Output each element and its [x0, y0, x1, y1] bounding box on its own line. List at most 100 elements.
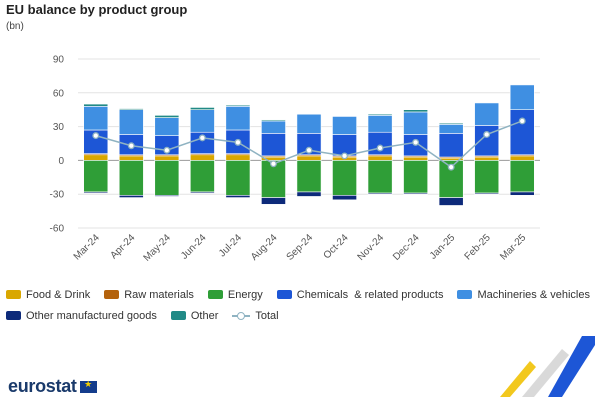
x-tick-label: Sep-24 — [285, 232, 316, 263]
unit-label: (bn) — [6, 21, 24, 32]
bar-segment-other_manufactured — [154, 195, 180, 197]
bar-segment-other — [118, 108, 144, 111]
x-tick-label: Mar-24 — [72, 232, 102, 262]
legend-item-other-manufactured[interactable]: Other manufactured goods — [6, 310, 157, 322]
stacked-bar-chart: -60 -30 0 30 60 90 Mar-24 Apr-24 May-24 Jun-24 Jul… — [50, 55, 540, 264]
bar-segment-other_manufactured — [225, 195, 251, 198]
bar-segment-other_manufactured — [509, 191, 535, 196]
bar-segment-machinery — [332, 116, 357, 135]
y-tick-label: 60 — [53, 88, 65, 99]
bar-segment-machinery — [438, 124, 464, 134]
y-tick-label: -60 — [50, 224, 65, 235]
x-tick-label: Apr-24 — [108, 232, 137, 261]
total-point — [198, 134, 206, 142]
total-point — [234, 138, 242, 146]
total-point — [127, 142, 135, 150]
legend-label-energy: Energy — [227, 288, 263, 301]
bar-segment-food — [296, 155, 322, 161]
bar-segment-machinery — [474, 102, 500, 126]
legend-swatch-chemicals — [276, 290, 292, 299]
bar-segment-chemicals — [438, 133, 464, 158]
bar-segment-other_manufactured — [367, 192, 393, 195]
bar-segment-energy — [403, 160, 428, 194]
total-point — [376, 144, 384, 152]
legend-item-machinery[interactable]: Machineries & vehicles — [457, 289, 590, 301]
legend-item-total[interactable]: Total — [232, 310, 279, 322]
legend-item-food[interactable]: Food & Drink — [6, 289, 90, 301]
legend-row-1: Food & Drink Raw materials Energy Chemic… — [6, 284, 596, 305]
bar-segment-other — [225, 104, 251, 107]
legend-swatch-machinery — [457, 290, 473, 299]
total-point — [447, 163, 455, 171]
x-tick-label: Jan-25 — [428, 232, 458, 262]
bar-segment-other_manufactured — [438, 197, 464, 206]
y-tick-label: 30 — [53, 122, 65, 133]
eurostat-logo-text: eurostat — [8, 376, 77, 396]
bar-segment-energy — [509, 160, 535, 193]
legend-item-other[interactable]: Other — [170, 310, 218, 322]
bar-segment-other — [83, 103, 109, 107]
legend-label-chemicals: Chemicals & related products — [296, 288, 444, 301]
bar-segment-food — [83, 154, 109, 161]
legend-swatch-raw-materials — [104, 290, 120, 299]
bar-segment-other — [190, 107, 215, 110]
bar-segment-chemicals — [474, 125, 500, 157]
x-tick-label: Jul-24 — [217, 232, 244, 259]
eurostat-logo[interactable]: eurostat — [8, 376, 97, 397]
bar-segment-machinery — [403, 111, 428, 135]
x-tick-label: Nov-24 — [356, 232, 387, 263]
bar-segment-other — [154, 115, 180, 118]
total-point — [163, 146, 171, 154]
legend-swatch-other-manufactured — [6, 311, 21, 320]
bar-segment-food — [367, 155, 393, 161]
bar-segment-machinery — [296, 113, 322, 134]
bar-segment-other_manufactured — [332, 195, 357, 201]
bar-segment-food — [225, 154, 251, 161]
legend-swatch-food — [6, 290, 21, 299]
x-tick-label: Aug-24 — [249, 232, 280, 263]
x-tick-label: Jun-24 — [179, 232, 209, 262]
legend-item-energy[interactable]: Energy — [207, 288, 263, 301]
total-point — [483, 131, 491, 138]
y-tick-label: -30 — [50, 190, 65, 201]
chart-legend: Food & Drink Raw materials Energy Chemic… — [6, 284, 596, 326]
eurostat-decorative-graphic — [500, 336, 595, 397]
total-point — [412, 138, 420, 146]
eu-flag-icon — [79, 379, 97, 393]
legend-item-chemicals[interactable]: Chemicals & related products — [276, 288, 444, 301]
bar-segment-chemicals — [509, 109, 535, 156]
bar-segment-other_manufactured — [403, 192, 428, 195]
bar-segment-energy — [225, 160, 251, 196]
total-point — [341, 152, 348, 160]
bar-segment-other — [261, 119, 286, 122]
legend-swatch-other — [170, 311, 186, 320]
bar-segment-food — [403, 156, 428, 161]
bar-segment-energy — [332, 160, 357, 196]
bar-segment-other_manufactured — [474, 192, 500, 195]
bar-segment-energy — [296, 160, 322, 193]
legend-item-raw-materials[interactable]: Raw materials — [104, 289, 194, 301]
legend-swatch-energy — [207, 290, 223, 299]
bar-segment-other_manufactured — [83, 191, 109, 194]
legend-label-machinery: Machineries & vehicles — [477, 288, 590, 301]
bar-segment-food — [474, 156, 500, 161]
bar-segment-machinery — [190, 109, 215, 133]
bar-segment-machinery — [261, 120, 286, 134]
bar-segment-energy — [367, 160, 393, 194]
bar-segment-energy — [118, 160, 144, 196]
total-point — [518, 117, 526, 125]
legend-label-other-manufactured: Other manufactured goods — [26, 309, 157, 322]
x-tick-label: Mar-25 — [498, 232, 528, 262]
bar-segment-other — [367, 113, 393, 116]
bar-segment-other — [438, 122, 464, 125]
x-tick-label: May-24 — [142, 232, 174, 264]
legend-row-2: Other manufactured goods Other Total — [6, 305, 596, 326]
total-point — [305, 146, 313, 154]
bar-segment-machinery — [367, 115, 393, 133]
bar-segment-machinery — [154, 117, 180, 136]
bar-segment-other_manufactured — [190, 191, 215, 194]
bar-segment-energy — [190, 160, 215, 193]
bar-segment-machinery — [83, 106, 109, 131]
bar-segment-chemicals — [261, 133, 286, 157]
legend-line-marker-icon — [232, 311, 251, 320]
